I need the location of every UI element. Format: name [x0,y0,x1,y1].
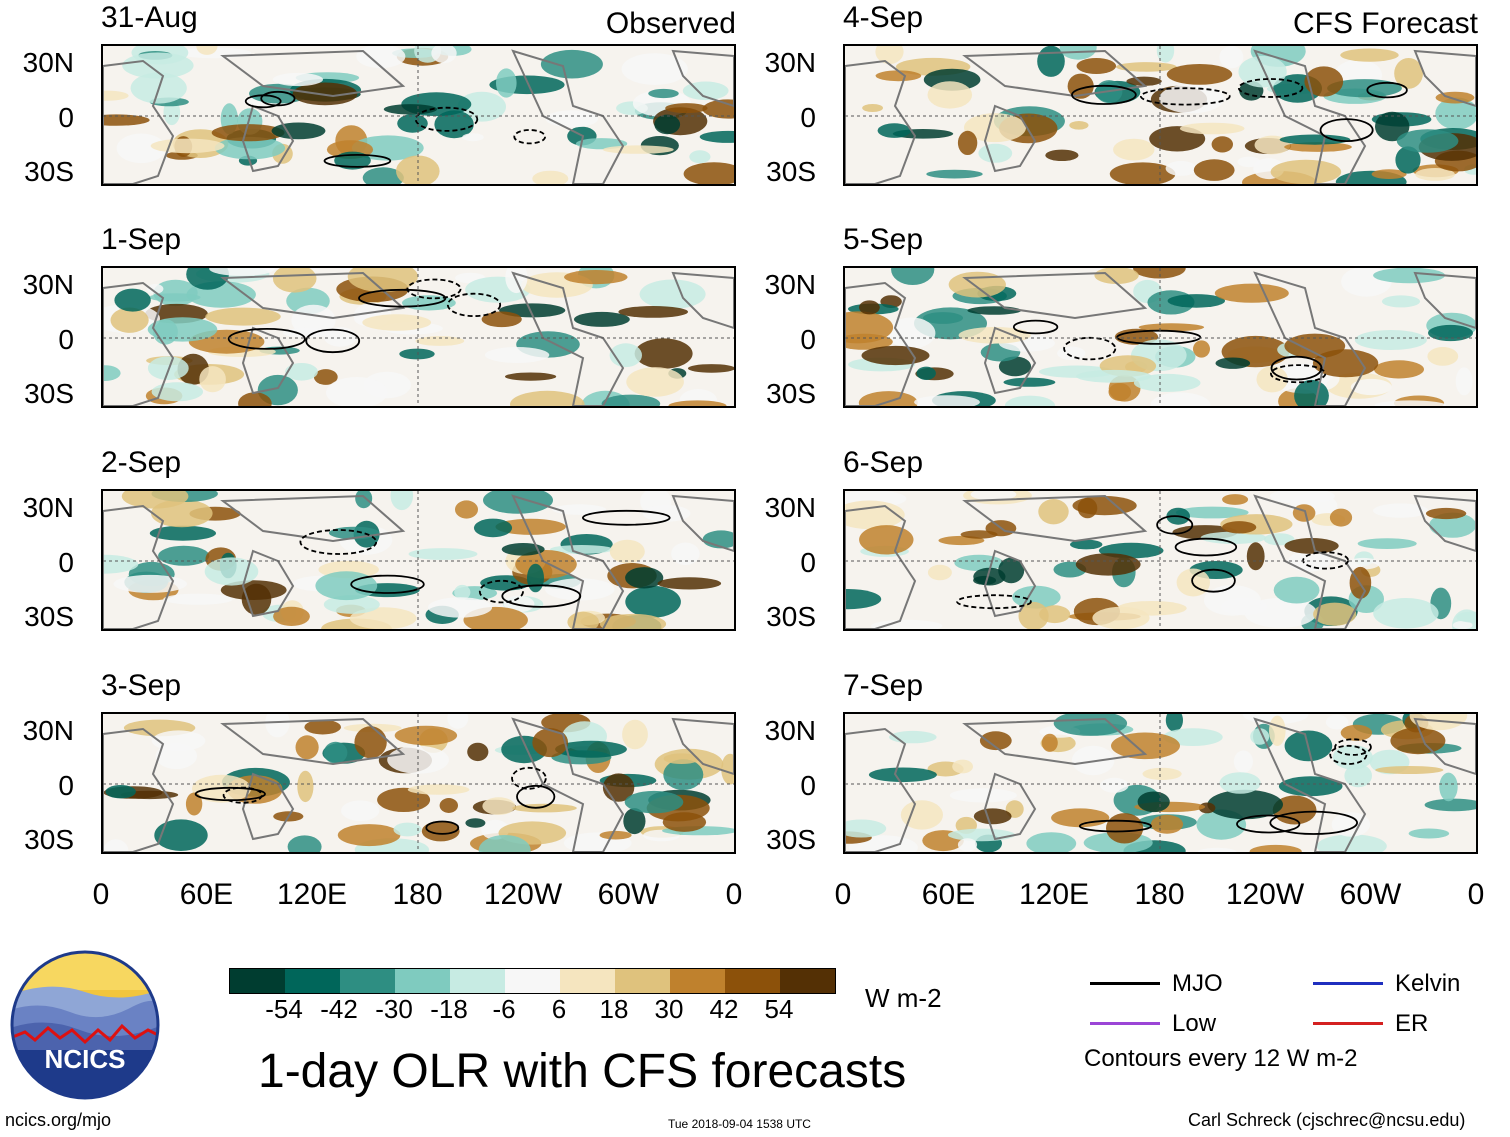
olr-map-panel [101,266,736,408]
legend-label: MJO [1172,970,1223,997]
colorbar-swatch [560,969,615,993]
legend-line [1313,982,1383,985]
colorbar-tick: 54 [764,994,794,1024]
panel-date: 5-Sep [843,223,924,256]
lat-label: 30N [22,715,74,746]
legend-line [1313,1022,1383,1025]
lat-label: 30N [764,715,816,746]
lat-label: 30S [24,824,74,855]
panel-header: CFS Forecast [1292,7,1478,40]
lat-label: 30N [764,47,816,78]
panel-date: 1-Sep [101,223,182,256]
figure-title: 1-day OLR with CFS forecasts [258,1045,907,1098]
olr-map-panel [843,712,1478,854]
colorbar-tick: 30 [654,994,684,1024]
lon-label: 0 [834,878,852,911]
lat-label: 30S [766,378,816,409]
lat-label: 0 [58,770,74,801]
olr-map-panel [101,44,736,186]
legend-label: ER [1395,1010,1429,1037]
lat-label: 30S [24,378,74,409]
lon-label: 60W [597,878,660,911]
olr-map-panel [843,266,1478,408]
lat-label: 0 [800,102,816,133]
lat-label: 30N [22,492,74,523]
colorbar-tick: -18 [430,994,468,1024]
lon-label: 60E [921,878,976,911]
lat-label: 0 [800,324,816,355]
colorbar-swatch [670,969,725,993]
colorbar-swatch [450,969,505,993]
footer-url: ncics.org/mjo [5,1110,112,1130]
lat-label: 30N [22,47,74,78]
colorbar-units: W m-2 [865,983,942,1013]
lon-label: 120E [276,878,348,911]
lon-label: 120W [483,878,563,911]
legend-line [1090,982,1160,985]
lat-label: 30S [766,824,816,855]
colorbar-swatch [505,969,560,993]
lat-label: 30S [766,601,816,632]
colorbar-tick: -6 [492,994,516,1024]
lat-label: 30N [764,492,816,523]
lon-label: 60E [179,878,234,911]
olr-map-panel [843,489,1478,631]
colorbar-swatch [615,969,670,993]
lon-label: 0 [92,878,110,911]
lat-label: 0 [800,547,816,578]
lat-label: 0 [58,547,74,578]
panel-date: 4-Sep [843,1,924,34]
panel-date: 6-Sep [843,446,924,479]
colorbar-swatch [230,969,285,993]
colorbar-tick: 6 [551,994,567,1024]
colorbar-tick: -54 [265,994,303,1024]
panel-date: 31-Aug [101,1,198,34]
lon-label: 0 [1467,878,1485,911]
colorbar-tick: -42 [320,994,358,1024]
olr-colorbar [229,968,836,994]
footer-author: Carl Schreck (cjschrec@ncsu.edu) [1188,1110,1466,1130]
footer-timestamp: Tue 2018-09-04 1538 UTC [668,1117,811,1131]
olr-map-panel [101,712,736,854]
legend-label: Kelvin [1395,970,1461,997]
lat-label: 30S [766,156,816,187]
lon-label: 180 [1134,878,1185,911]
lon-label: 120E [1018,878,1090,911]
lat-label: 0 [58,324,74,355]
lat-label: 30S [24,156,74,187]
panel-header: Observed [605,7,736,40]
olr-map-panel [843,44,1478,186]
panel-date: 2-Sep [101,446,182,479]
colorbar-tick: -30 [375,994,413,1024]
lon-label: 0 [725,878,743,911]
legend-label: Low [1172,1010,1217,1037]
ncics-logo: NCICS [10,950,160,1100]
colorbar-swatch [285,969,340,993]
lat-label: 0 [800,770,816,801]
lat-label: 30S [24,601,74,632]
lat-label: 0 [58,102,74,133]
contour-note: Contours every 12 W m-2 [1084,1045,1358,1072]
colorbar-swatch [725,969,780,993]
lon-label: 180 [392,878,443,911]
panel-date: 7-Sep [843,669,924,702]
legend-line [1090,1022,1160,1025]
olr-map-panel [101,489,736,631]
lat-label: 30N [22,269,74,300]
panel-date: 3-Sep [101,669,182,702]
lat-label: 30N [764,269,816,300]
colorbar-tick: 18 [599,994,629,1024]
lon-label: 120W [1225,878,1305,911]
colorbar-swatch [340,969,395,993]
colorbar-tick: 42 [709,994,739,1024]
svg-text:NCICS: NCICS [45,1044,126,1074]
colorbar-swatch [780,969,835,993]
colorbar-swatch [395,969,450,993]
lon-label: 60W [1339,878,1402,911]
